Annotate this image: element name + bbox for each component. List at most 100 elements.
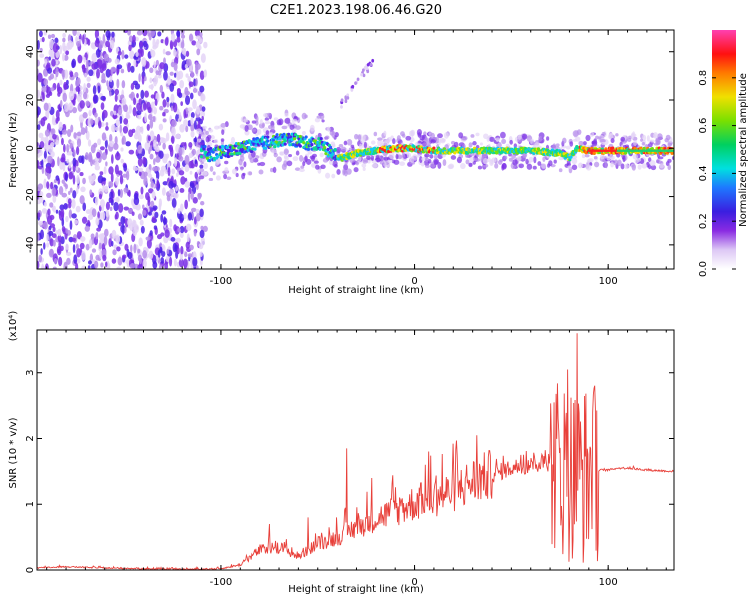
spectrogram-halo-blob bbox=[649, 160, 656, 167]
spectrogram-noise-blob bbox=[98, 42, 102, 51]
spectrogram-halo-blob bbox=[548, 160, 553, 167]
spectrogram-noise-blob bbox=[203, 41, 208, 49]
spectrogram-noise-blob bbox=[59, 99, 63, 108]
spectrogram-noise-blob bbox=[50, 128, 56, 136]
spectrogram-noise-blob bbox=[149, 230, 153, 237]
spectrogram-noise-blob bbox=[108, 140, 115, 147]
spectrogram-halo-blob bbox=[430, 139, 436, 144]
spectrogram-noise-blob bbox=[194, 171, 199, 180]
spectrogram-halo-blob bbox=[263, 113, 268, 118]
spectrogram-noise-blob bbox=[79, 90, 83, 96]
spectrogram-halo-blob bbox=[620, 163, 625, 170]
spectrogram-noise-blob bbox=[199, 229, 205, 239]
spectrogram-noise-blob bbox=[46, 233, 49, 242]
spectrogram-noise-blob bbox=[114, 135, 118, 145]
spectrogram-noise-blob bbox=[185, 95, 191, 106]
colorbar: 0.0 0.2 0.4 0.6 0.8 Normalized spectral ampl… bbox=[698, 30, 749, 277]
spectrogram-noise-blob bbox=[170, 237, 176, 242]
spectrogram-noise-blob bbox=[122, 173, 128, 178]
spectrogram-ticks: -100 0 100 -40 -20 0 20 40 bbox=[25, 30, 674, 287]
spectrogram-noise-blob bbox=[171, 135, 175, 144]
spectrogram-noise-blob bbox=[133, 243, 137, 254]
spectrogram-ridge-cell bbox=[562, 152, 566, 156]
spectrogram-noise-blob bbox=[82, 177, 86, 185]
spectrogram-noise-blob bbox=[62, 162, 66, 172]
spectrogram-noise-blob bbox=[169, 82, 175, 92]
spectrogram-noise-blob bbox=[171, 119, 177, 127]
spectrogram-noise-blob bbox=[92, 85, 97, 95]
spectrogram-noise-blob bbox=[104, 185, 109, 193]
spectrogram-noise-blob bbox=[157, 249, 161, 258]
spectrogram-halo-blob bbox=[325, 172, 331, 179]
spectrogram-halo-blob bbox=[581, 154, 586, 159]
spectrogram-halo-blob bbox=[582, 141, 587, 146]
colorbar-tick-label: 0.2 bbox=[698, 213, 709, 229]
spectrogram-noise-blob bbox=[117, 256, 123, 266]
spectrogram-halo-blob bbox=[469, 156, 475, 162]
spectrogram-halo-blob bbox=[525, 158, 529, 165]
spectrogram-halo-blob bbox=[637, 164, 642, 170]
spectrogram-noise-blob bbox=[161, 137, 165, 144]
spectrogram-ridge-cell bbox=[568, 158, 572, 162]
spectrogram-noise-blob bbox=[65, 215, 69, 223]
spectrogram-noise-blob bbox=[149, 145, 153, 152]
spectrogram-x-tick-label: -100 bbox=[210, 276, 233, 287]
spectrogram-noise-blob bbox=[162, 118, 167, 123]
spectrogram-noise-blob bbox=[146, 101, 151, 111]
spectrogram-halo-blob bbox=[593, 156, 598, 160]
spectrogram-noise-blob bbox=[137, 49, 143, 58]
spectrogram-halo-blob bbox=[562, 137, 567, 144]
spectrogram-halo-blob bbox=[324, 135, 330, 140]
spectrogram-halo-blob bbox=[388, 152, 395, 160]
spectrogram-noise-blob bbox=[64, 102, 70, 113]
spectrogram-noise-blob bbox=[175, 237, 181, 243]
spectrogram-ridge-cell bbox=[216, 154, 220, 159]
spectrogram-halo-blob bbox=[314, 117, 321, 123]
spectrogram-noise-blob bbox=[37, 89, 40, 99]
spectrogram-noise-blob bbox=[151, 101, 155, 109]
spectrogram-noise-blob bbox=[140, 186, 144, 195]
spectrogram-noise-blob bbox=[97, 138, 102, 146]
spectrogram-noise-blob bbox=[144, 141, 150, 151]
spectrogram-noise-blob bbox=[61, 129, 68, 135]
spectrogram-noise-blob bbox=[137, 157, 143, 167]
spectrogram-halo-blob bbox=[370, 140, 376, 145]
spectrogram-noise-blob bbox=[200, 53, 206, 64]
spectrogram-halo-blob bbox=[630, 132, 635, 140]
spectrogram-noise-blob bbox=[142, 259, 147, 269]
spectrogram-noise-blob bbox=[109, 40, 115, 50]
spectrogram-noise-blob bbox=[143, 101, 147, 111]
spectrogram-noise-blob bbox=[159, 84, 164, 93]
spectrogram-noise-blob bbox=[188, 81, 194, 88]
spectrogram-halo-blob bbox=[205, 130, 209, 136]
spectrogram-noise-blob bbox=[61, 137, 64, 146]
spectrogram-noise-blob bbox=[144, 76, 147, 82]
spectrogram-noise-blob bbox=[173, 49, 177, 57]
spectrogram-noise-blob bbox=[161, 210, 167, 215]
spectrogram-noise-blob bbox=[40, 137, 47, 142]
spectrogram-noise-blob bbox=[82, 112, 88, 119]
spectrogram-noise-blob bbox=[184, 164, 190, 172]
spectrogram-halo-blob bbox=[331, 173, 336, 179]
spectrogram-noise-blob bbox=[38, 132, 44, 139]
spectrogram-noise-blob bbox=[100, 146, 105, 151]
spectrogram-noise-blob bbox=[121, 225, 125, 235]
spectrogram-ridge-cell bbox=[670, 151, 674, 155]
spectrogram-halo-blob bbox=[273, 117, 279, 121]
spectrogram-halo-blob bbox=[259, 119, 263, 125]
spectrogram-halo-blob bbox=[419, 135, 425, 141]
spectrogram-noise-blob bbox=[135, 51, 139, 58]
spectrogram-noise-blob bbox=[94, 260, 99, 269]
spectrogram-halo-blob bbox=[486, 136, 490, 142]
spectrogram-noise-blob bbox=[114, 88, 120, 96]
spectrogram-halo-blob bbox=[284, 112, 289, 117]
spectrogram-noise-blob bbox=[147, 30, 150, 37]
figure-title: C2E1.2023.198.06.46.G20 bbox=[270, 3, 442, 18]
spectrogram-noise-blob bbox=[98, 242, 102, 250]
spectrogram-halo-blob bbox=[281, 125, 288, 130]
spectrogram-noise-blob bbox=[120, 147, 124, 152]
spectrogram-noise-blob bbox=[68, 171, 74, 180]
spectrogram-noise-blob bbox=[43, 31, 48, 36]
spectrogram-noise-blob bbox=[60, 208, 65, 218]
spectrogram-noise-blob bbox=[104, 139, 108, 149]
